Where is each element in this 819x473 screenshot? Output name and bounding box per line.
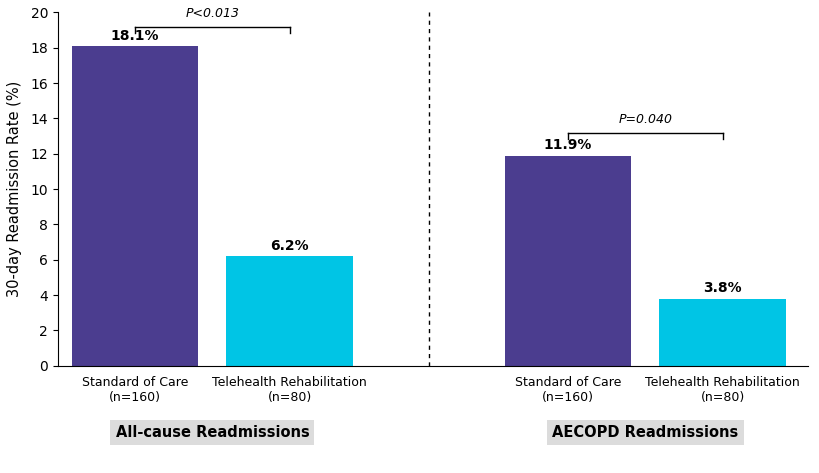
Text: 11.9%: 11.9% [543,138,591,152]
Text: P<0.013: P<0.013 [185,8,239,20]
Text: 3.8%: 3.8% [703,281,741,296]
Text: P=0.040: P=0.040 [618,114,672,126]
Bar [658,298,785,366]
Bar [504,156,631,366]
Text: 18.1%: 18.1% [111,29,159,43]
Text: AECOPD Readmissions: AECOPD Readmissions [551,425,738,440]
Text: All-cause Readmissions: All-cause Readmissions [115,425,309,440]
Bar [226,256,353,366]
Text: 6.2%: 6.2% [270,239,309,253]
Bar [71,46,198,366]
Y-axis label: 30-day Readmission Rate (%): 30-day Readmission Rate (%) [7,81,22,297]
